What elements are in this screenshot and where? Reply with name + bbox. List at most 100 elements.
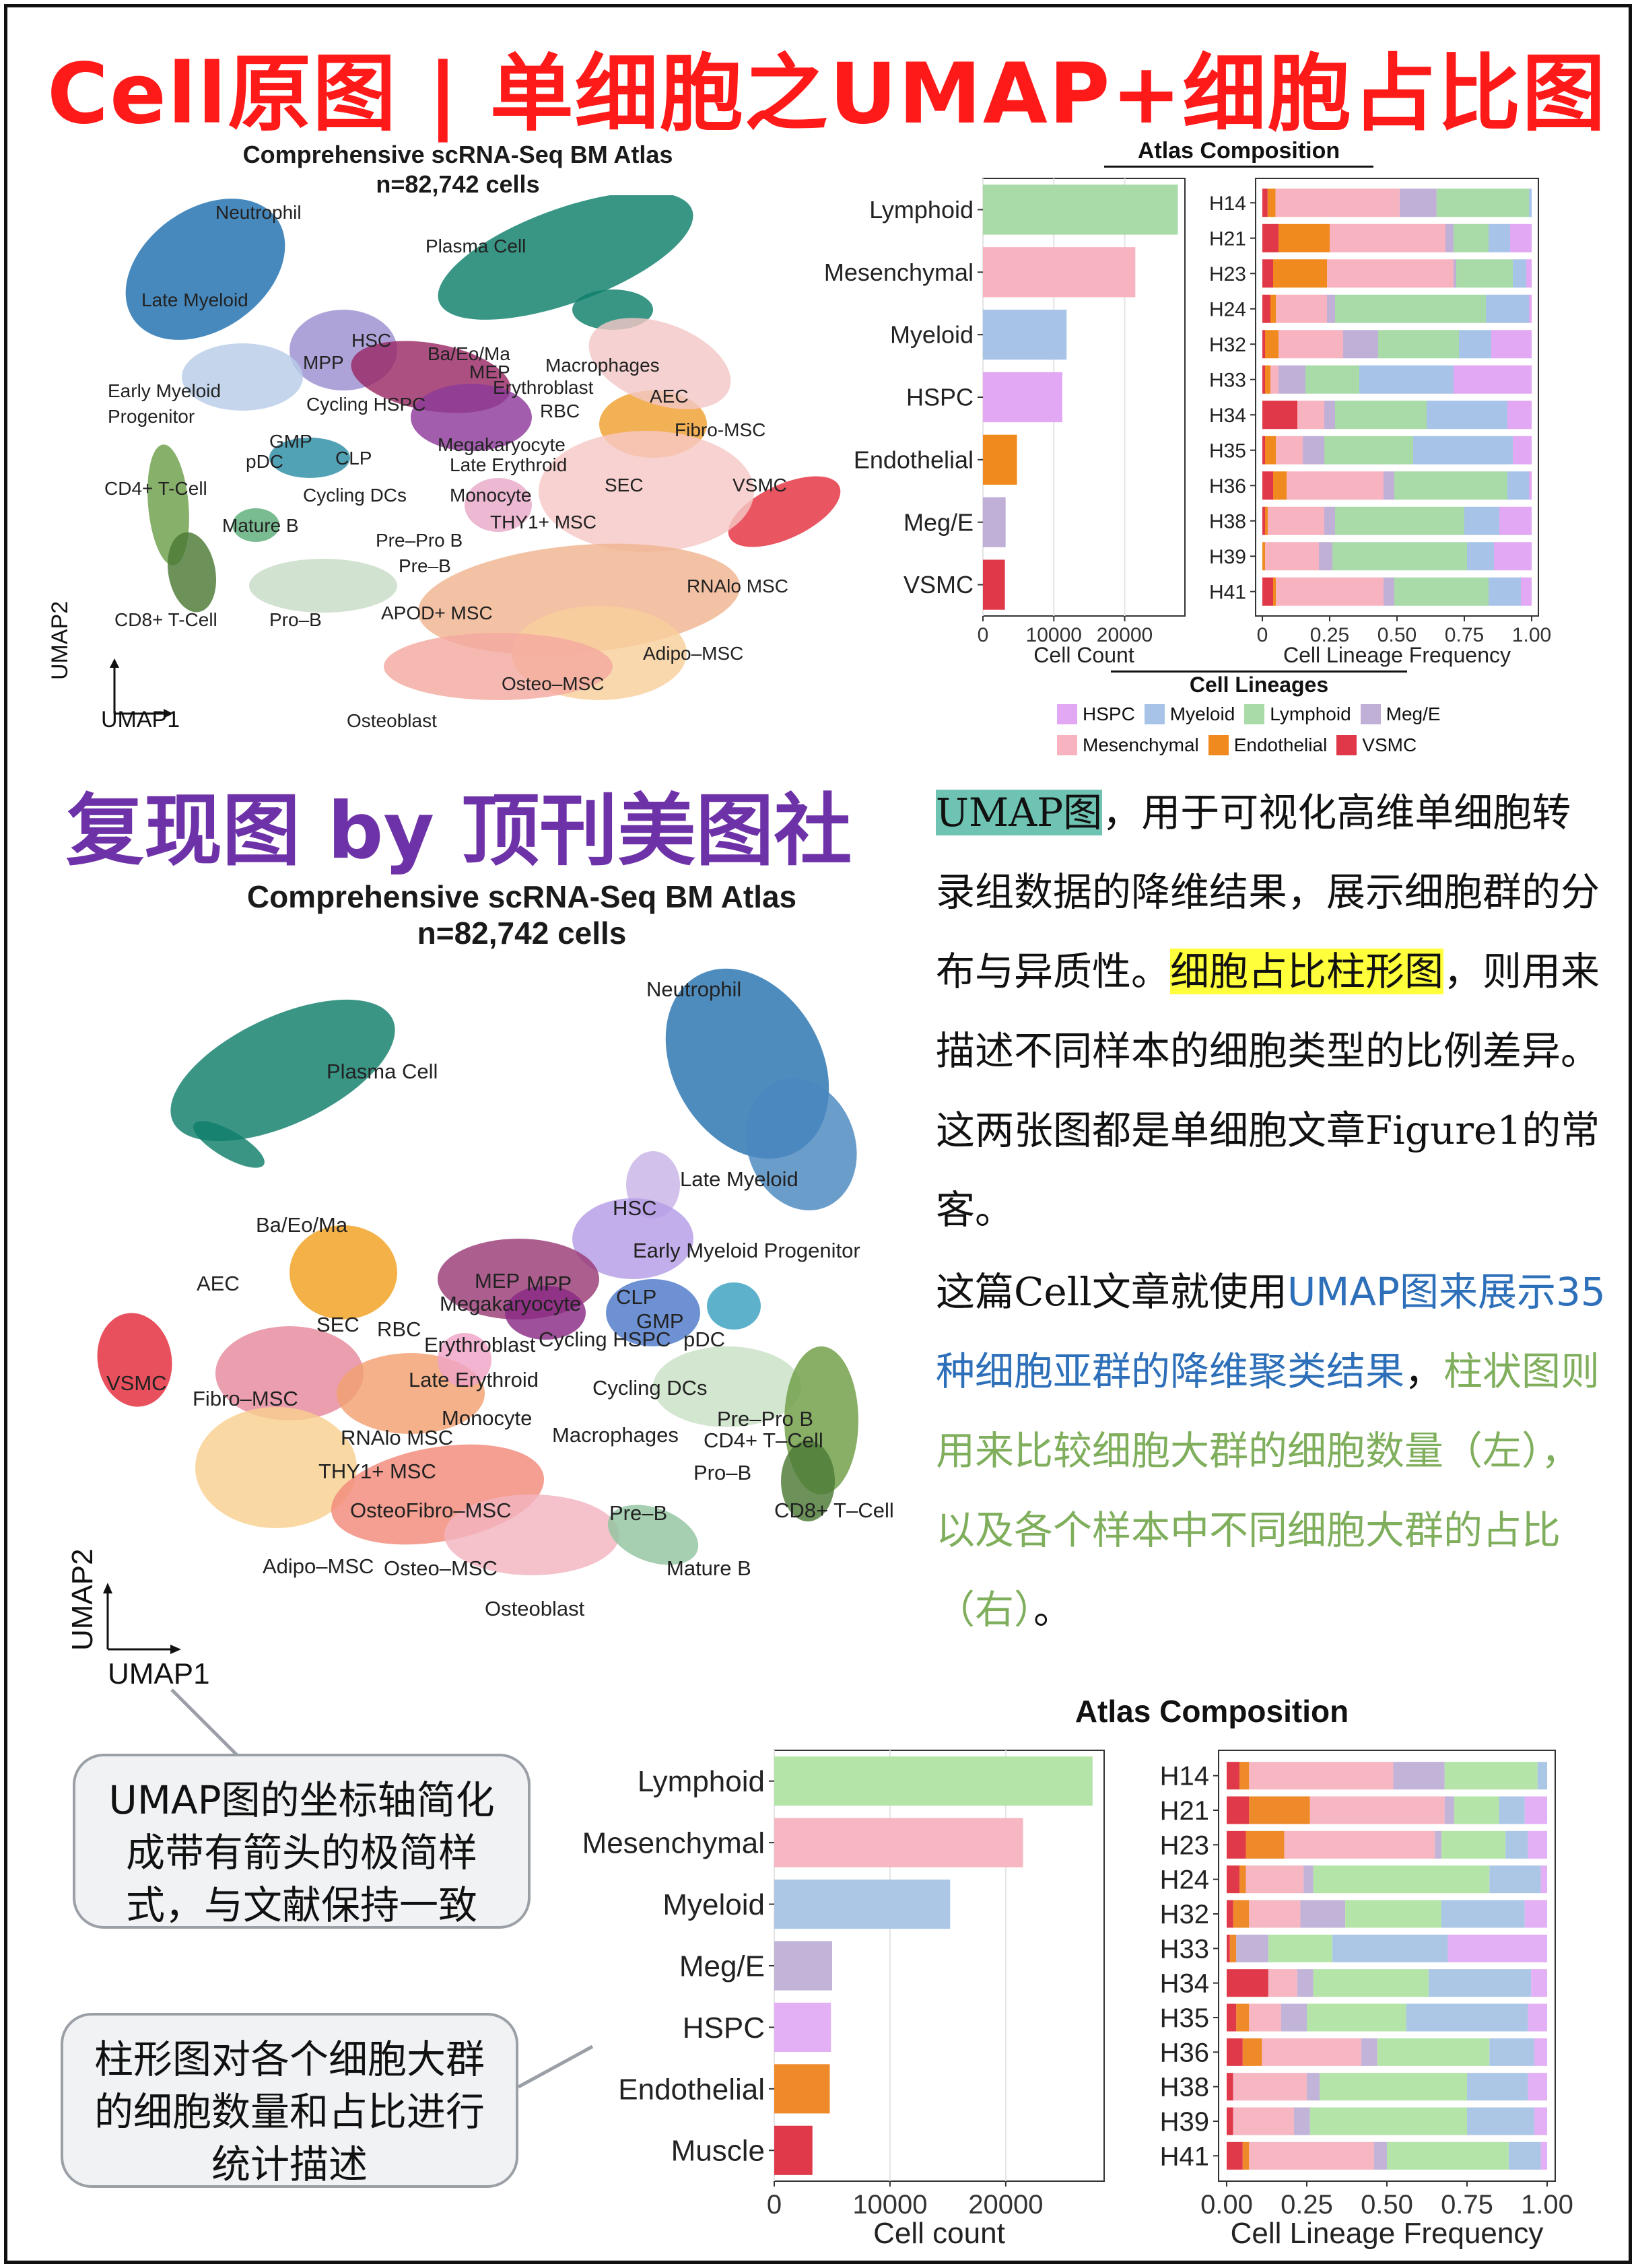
category-label: HSPC — [906, 384, 974, 411]
stack-segment — [1268, 506, 1324, 535]
umap-cluster-label: Monocyte — [450, 485, 531, 506]
stack-segment — [1227, 1969, 1268, 1997]
x-tick-label: 0.25 — [1281, 2190, 1333, 2220]
umap-cluster-label: Fibro–MSC — [193, 1387, 298, 1410]
stack-segment — [1459, 330, 1491, 359]
umap-cluster-label: Plasma Cell — [425, 236, 526, 256]
stack-segment — [1309, 1796, 1445, 1824]
umap-cluster-label: Progenitor — [108, 406, 195, 427]
legend-swatch — [1244, 704, 1265, 724]
stack-segment — [1307, 2073, 1320, 2101]
umap-cluster — [438, 1333, 491, 1387]
stack-segment — [1227, 1934, 1230, 1962]
stack-segment — [1534, 2038, 1547, 2066]
umap-cluster-label: Late Myeloid — [680, 1167, 798, 1191]
stack-segment — [1239, 1762, 1250, 1790]
stack-segment — [1242, 2038, 1262, 2066]
stack-segment — [1467, 2107, 1534, 2135]
umap-highlight: UMAP图 — [936, 790, 1103, 835]
umap-cluster-label: Pre–B — [609, 1501, 667, 1525]
sample-label: H38 — [1160, 2073, 1209, 2102]
umap-cluster-label: CLP — [616, 1285, 656, 1309]
sample-label: H23 — [1209, 263, 1246, 285]
stack-segment — [1227, 1865, 1240, 1894]
legend-label: Endothelial — [1233, 734, 1328, 755]
bar — [983, 247, 1136, 298]
stack-segment — [1233, 2107, 1294, 2135]
category-label: Lymphoid — [638, 1765, 765, 1798]
legend-swatch — [1057, 735, 1077, 755]
stack-segment — [1387, 2141, 1509, 2170]
repro-umap-title-text: Comprehensive scRNA-Seq BM Atlas — [246, 879, 797, 914]
stack-segment — [1236, 2003, 1250, 2032]
stack-segment — [1262, 542, 1265, 571]
reproduction-title: 复现图 by 顶刊美图社 — [66, 786, 852, 877]
stack-segment — [1521, 577, 1532, 606]
bar — [774, 2002, 831, 2052]
stack-segment — [1384, 577, 1394, 606]
stack-segment — [1510, 224, 1532, 252]
umap-cluster-label: VSMC — [106, 1371, 167, 1395]
umap-cluster — [707, 1282, 761, 1330]
x-tick-label: 20000 — [1097, 624, 1153, 646]
umap-cluster-label: Plasma Cell — [327, 1060, 438, 1083]
stack-segment — [1313, 1969, 1429, 1997]
stack-segment — [1320, 2073, 1467, 2101]
umap-cluster-label: Cycling HSPC — [306, 394, 425, 415]
original-umap-clusters — [125, 195, 841, 700]
original-umap-axes — [110, 658, 173, 718]
stack-segment — [1229, 1934, 1237, 1962]
category-label: Myeloid — [890, 321, 974, 349]
stack-segment — [1378, 330, 1459, 359]
page-frame — [4, 4, 1632, 2264]
umap-cluster-label: Neutrophil — [646, 977, 741, 1001]
stack-segment — [1327, 294, 1335, 323]
description-paragraph-2: 这篇Cell文章就使用UMAP图来展示35种细胞亚群的降维聚类结果，柱状图则用来… — [936, 1252, 1609, 1649]
umap-cluster — [289, 1225, 397, 1319]
bar — [983, 184, 1178, 235]
legend-item: VSMC — [1336, 734, 1417, 756]
umap-cluster-label: Macrophages — [545, 355, 660, 376]
original-umap-labels: Neutrophil Plasma Cell Late Myeloid HSC Ba/E… — [104, 202, 788, 731]
legend-swatch — [1208, 735, 1229, 755]
original-umap-title: Comprehensive scRNA-Seq BM Atlas n=82,74… — [81, 140, 835, 199]
desc-text-1: ，用于可视化高维单细胞转录组数据的降维结果，展示细胞群的分布与异质性。 — [936, 790, 1600, 994]
stack-segment — [1441, 1830, 1506, 1859]
umap-cluster-label: Macrophages — [552, 1423, 679, 1447]
umap-cluster-label: Cycling DCs — [303, 485, 407, 506]
original-umap-title-text: Comprehensive scRNA-Seq BM Atlas — [242, 141, 673, 168]
repro-umap-labels: Neutrophil Plasma Cell Late Myeloid HSC Ba/E… — [106, 977, 894, 1620]
stack-segment — [1513, 436, 1532, 465]
stack-segment — [1227, 2038, 1243, 2066]
stack-segment — [1262, 436, 1265, 465]
stack-segment — [1373, 2141, 1387, 2170]
stack-segment — [1441, 1900, 1525, 1928]
umap-cluster-label: MEP — [469, 362, 510, 382]
stack-segment — [1227, 1762, 1240, 1790]
stack-segment — [1394, 471, 1507, 500]
stack-segment — [1281, 2003, 1307, 2032]
stack-segment — [1262, 365, 1265, 394]
repro-umap-subtitle: n=82,742 cells — [417, 916, 627, 951]
category-label: VSMC — [904, 571, 974, 598]
repro-lineage-frequency-chart: 0.00 0.25 0.50 0.75 1.00 H14 H21 H23 H24 H32 H33 H3… — [1160, 1750, 1573, 2250]
stack-segment — [1300, 1900, 1346, 1928]
desc-figure1: Figure1 — [1365, 1107, 1522, 1153]
stack-segment — [1307, 2003, 1406, 2032]
umap-cluster-label: RNAlo MSC — [687, 576, 788, 596]
stack-segment — [1313, 1865, 1490, 1894]
umap-cluster-label: Pro–B — [693, 1461, 751, 1484]
stack-segment — [1270, 294, 1276, 323]
x-tick-label: 0.50 — [1361, 2190, 1413, 2220]
stack-segment — [1324, 401, 1335, 429]
umap-cluster — [193, 1121, 265, 1168]
umap-cluster-label: GMP — [636, 1309, 684, 1333]
stack-segment — [1528, 2003, 1547, 2032]
sample-label: H39 — [1209, 546, 1246, 568]
stack-segment — [1303, 1865, 1314, 1894]
umap-cluster-label: CD4+ T–Cell — [704, 1429, 823, 1452]
stack-segment — [1540, 2141, 1547, 2170]
stack-segment — [1305, 365, 1359, 394]
sample-label: H41 — [1209, 581, 1246, 603]
umap-cluster-label: Cycling HSPC — [539, 1328, 671, 1351]
